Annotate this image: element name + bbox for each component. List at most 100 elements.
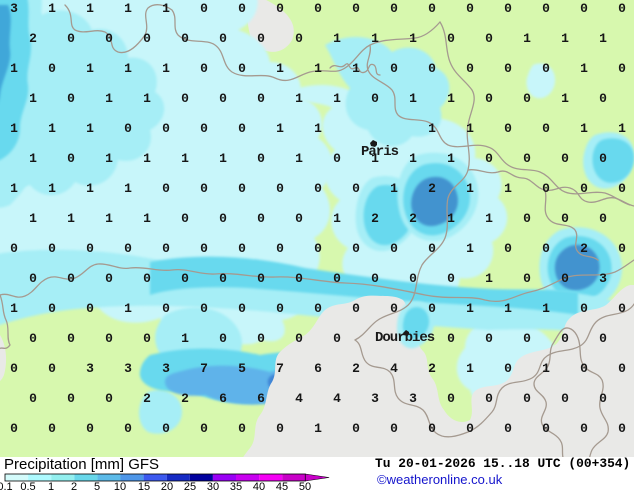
svg-text:Precipitation [mm] GFS: Precipitation [mm] GFS — [4, 456, 159, 473]
svg-text:0: 0 — [67, 91, 75, 106]
svg-text:3: 3 — [409, 391, 417, 406]
svg-text:0: 0 — [371, 271, 379, 286]
svg-text:1: 1 — [599, 31, 607, 46]
svg-text:0: 0 — [371, 91, 379, 106]
svg-text:6: 6 — [219, 391, 227, 406]
svg-text:0: 0 — [504, 1, 512, 16]
svg-text:0: 0 — [580, 301, 588, 316]
svg-text:0: 0 — [618, 361, 626, 376]
svg-text:2: 2 — [181, 391, 189, 406]
svg-text:0: 0 — [67, 31, 75, 46]
svg-text:1: 1 — [409, 31, 417, 46]
svg-text:0: 0 — [86, 301, 94, 316]
svg-text:0: 0 — [238, 121, 246, 136]
svg-text:0: 0 — [181, 31, 189, 46]
svg-text:0: 0 — [105, 331, 113, 346]
svg-text:0: 0 — [67, 151, 75, 166]
svg-text:0: 0 — [295, 331, 303, 346]
svg-text:0: 0 — [86, 421, 94, 436]
svg-text:1: 1 — [86, 1, 94, 16]
svg-text:25: 25 — [184, 481, 196, 490]
svg-text:0: 0 — [390, 421, 398, 436]
svg-text:0: 0 — [428, 241, 436, 256]
svg-text:0: 0 — [105, 31, 113, 46]
svg-text:0: 0 — [390, 61, 398, 76]
svg-text:0: 0 — [504, 121, 512, 136]
svg-text:0: 0 — [219, 271, 227, 286]
svg-text:0: 0 — [428, 1, 436, 16]
svg-text:0: 0 — [390, 241, 398, 256]
svg-text:0: 0 — [238, 301, 246, 316]
svg-text:4: 4 — [390, 361, 398, 376]
svg-text:2: 2 — [371, 211, 379, 226]
svg-text:1: 1 — [67, 211, 75, 226]
svg-text:0: 0 — [257, 211, 265, 226]
svg-text:0.5: 0.5 — [20, 481, 35, 490]
svg-text:1: 1 — [390, 181, 398, 196]
svg-text:1: 1 — [143, 91, 151, 106]
svg-text:40: 40 — [253, 481, 265, 490]
svg-text:1: 1 — [504, 181, 512, 196]
svg-text:1: 1 — [29, 211, 37, 226]
svg-text:1: 1 — [124, 301, 132, 316]
svg-text:0: 0 — [618, 301, 626, 316]
svg-text:0: 0 — [352, 181, 360, 196]
svg-text:1: 1 — [314, 61, 322, 76]
svg-text:0: 0 — [428, 421, 436, 436]
svg-text:1: 1 — [219, 151, 227, 166]
svg-text:1: 1 — [466, 121, 474, 136]
svg-text:2: 2 — [71, 481, 77, 490]
svg-text:0: 0 — [504, 361, 512, 376]
svg-text:1: 1 — [409, 91, 417, 106]
svg-text:0: 0 — [219, 91, 227, 106]
svg-text:1: 1 — [10, 181, 18, 196]
svg-text:0.1: 0.1 — [0, 481, 13, 490]
svg-text:0: 0 — [618, 421, 626, 436]
svg-text:0: 0 — [181, 271, 189, 286]
svg-text:30: 30 — [207, 481, 219, 490]
svg-text:1: 1 — [10, 121, 18, 136]
svg-text:1: 1 — [352, 61, 360, 76]
svg-text:0: 0 — [162, 241, 170, 256]
svg-text:0: 0 — [295, 211, 303, 226]
svg-text:0: 0 — [561, 391, 569, 406]
svg-text:1: 1 — [124, 61, 132, 76]
svg-text:0: 0 — [523, 91, 531, 106]
svg-text:0: 0 — [523, 271, 531, 286]
svg-text:0: 0 — [352, 241, 360, 256]
svg-text:1: 1 — [561, 31, 569, 46]
svg-text:2: 2 — [409, 211, 417, 226]
svg-text:1: 1 — [333, 91, 341, 106]
svg-text:0: 0 — [10, 241, 18, 256]
svg-text:3: 3 — [371, 391, 379, 406]
svg-text:1: 1 — [333, 211, 341, 226]
svg-text:1: 1 — [542, 361, 550, 376]
svg-text:0: 0 — [48, 241, 56, 256]
svg-text:0: 0 — [295, 31, 303, 46]
svg-text:0: 0 — [542, 421, 550, 436]
svg-text:0: 0 — [333, 151, 341, 166]
svg-text:1: 1 — [371, 31, 379, 46]
svg-text:0: 0 — [238, 421, 246, 436]
svg-text:3: 3 — [86, 361, 94, 376]
svg-text:0: 0 — [200, 241, 208, 256]
svg-text:0: 0 — [561, 211, 569, 226]
svg-text:1: 1 — [333, 31, 341, 46]
svg-text:0: 0 — [238, 61, 246, 76]
svg-text:0: 0 — [523, 211, 531, 226]
svg-text:1: 1 — [314, 421, 322, 436]
svg-text:1: 1 — [466, 181, 474, 196]
svg-text:1: 1 — [181, 151, 189, 166]
svg-text:1: 1 — [314, 121, 322, 136]
svg-text:0: 0 — [257, 271, 265, 286]
svg-text:0: 0 — [485, 31, 493, 46]
svg-text:3: 3 — [162, 361, 170, 376]
svg-text:0: 0 — [599, 151, 607, 166]
svg-text:10: 10 — [114, 481, 126, 490]
svg-text:0: 0 — [276, 241, 284, 256]
svg-text:0: 0 — [580, 361, 588, 376]
svg-text:0: 0 — [599, 331, 607, 346]
svg-text:0: 0 — [124, 421, 132, 436]
svg-text:4: 4 — [333, 391, 341, 406]
svg-text:1: 1 — [162, 1, 170, 16]
